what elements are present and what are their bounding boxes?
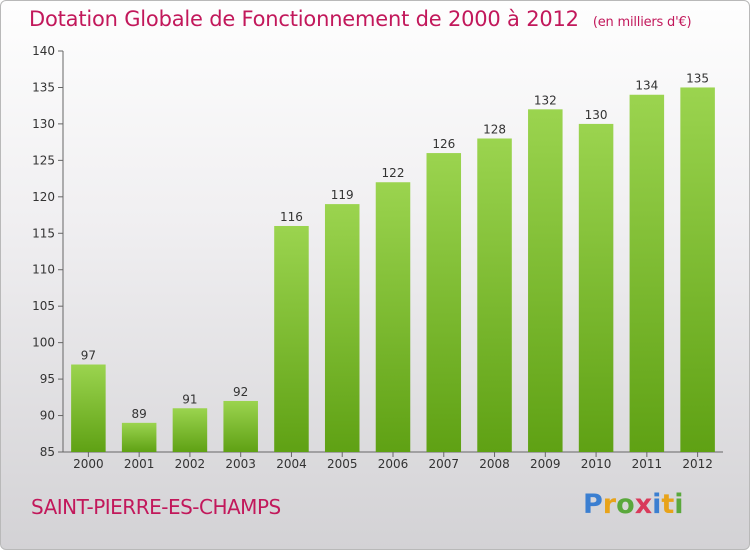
y-tick-label: 140 — [32, 44, 55, 58]
bar-value-label: 132 — [534, 93, 557, 107]
bar — [121, 422, 157, 452]
x-tick-label: 2002 — [175, 457, 206, 471]
bar-value-label: 135 — [686, 71, 709, 85]
x-tick-label: 2004 — [276, 457, 307, 471]
x-tick-label: 2009 — [530, 457, 561, 471]
bar-value-label: 134 — [635, 79, 658, 93]
y-tick-label: 95 — [40, 372, 55, 386]
bar-value-label: 116 — [280, 210, 303, 224]
bar — [223, 400, 258, 452]
proxiti-logo: Proxiti — [583, 489, 684, 520]
y-tick-label: 120 — [32, 190, 55, 204]
x-tick-label: 2008 — [479, 457, 510, 471]
bar-value-label: 130 — [585, 108, 608, 122]
x-tick-label: 2001 — [124, 457, 155, 471]
y-tick-label: 110 — [32, 263, 55, 277]
bar-value-label: 97 — [81, 349, 96, 363]
bar — [578, 123, 614, 452]
x-tick-label: 2006 — [378, 457, 409, 471]
bar — [71, 364, 106, 452]
bar — [172, 408, 208, 452]
bar — [274, 225, 309, 452]
bar — [680, 87, 715, 453]
bar — [426, 153, 462, 452]
y-tick-label: 125 — [32, 153, 55, 167]
x-tick-label: 2012 — [682, 457, 713, 471]
bar-chart: 85 90 95 100 105 110 115 120 125 130 135 140 2000 200… — [32, 44, 723, 471]
bar — [477, 138, 512, 452]
x-tick-label: 2007 — [428, 457, 459, 471]
bar-value-label: 89 — [132, 407, 147, 421]
bar-value-label: 91 — [182, 392, 197, 406]
y-tick-label: 90 — [40, 409, 55, 423]
bar — [629, 94, 665, 452]
chart-title: Dotation Globale de Fonctionnement de 20… — [29, 7, 692, 31]
x-tick-label: 2000 — [73, 457, 104, 471]
bar-value-label: 128 — [483, 122, 506, 136]
bar-value-label: 122 — [382, 166, 405, 180]
chart-subtitle: (en milliers d'€) — [592, 15, 692, 30]
bar — [324, 204, 360, 452]
x-tick-label: 2011 — [632, 457, 663, 471]
bar-value-label: 126 — [432, 137, 455, 151]
bar-value-label: 92 — [233, 385, 248, 399]
commune-name: SAINT-PIERRE-ES-CHAMPS — [31, 495, 281, 519]
bar — [375, 182, 411, 452]
x-tick-label: 2010 — [581, 457, 612, 471]
y-tick-label: 105 — [32, 299, 55, 313]
bar — [528, 109, 563, 452]
y-tick-label: 85 — [40, 445, 55, 459]
x-tick-label: 2005 — [327, 457, 358, 471]
chart-title-text: Dotation Globale de Fonctionnement de 20… — [29, 7, 579, 31]
y-tick-label: 130 — [32, 117, 55, 131]
bar-value-label: 119 — [331, 188, 354, 202]
y-tick-label: 100 — [32, 336, 55, 350]
x-tick-label: 2003 — [225, 457, 256, 471]
y-tick-label: 115 — [32, 226, 55, 240]
y-tick-label: 135 — [32, 80, 55, 94]
